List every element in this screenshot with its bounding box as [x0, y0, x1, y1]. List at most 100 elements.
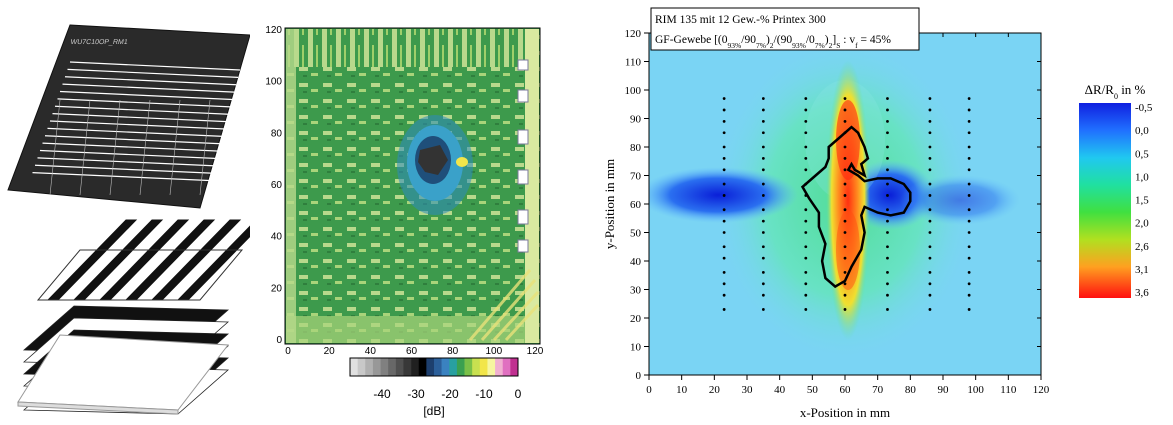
- x-tick-label: 110: [1000, 384, 1017, 396]
- y-tick-label: 10: [630, 342, 642, 354]
- x-axis: 0 10 20 30 40 50 60 70 80 90 100 110 120: [646, 33, 1050, 396]
- measurement-point: [843, 245, 847, 249]
- cscan-colorbar-cell: [441, 358, 450, 376]
- y-tick-label: 40: [630, 256, 642, 268]
- title-part: /90: [741, 34, 756, 46]
- measurement-point: [967, 157, 971, 160]
- measurement-point: [928, 256, 932, 260]
- cscan-colorbar-tick: -40: [373, 387, 391, 401]
- measurement-point: [886, 282, 889, 286]
- measurement-point: [722, 256, 726, 260]
- cscan-colorbar-cell: [449, 358, 458, 376]
- measurement-point: [761, 194, 765, 197]
- cscan-left-band: [286, 29, 296, 343]
- y-tick-label: 120: [625, 28, 642, 40]
- measurement-point: [843, 271, 847, 274]
- electrode-line: [139, 99, 151, 196]
- measurement-point: [967, 245, 971, 249]
- measurement-point: [722, 208, 726, 212]
- cscan-colorbar-cell: [456, 358, 465, 376]
- measurement-point: [967, 293, 971, 297]
- measurement-point: [804, 308, 808, 311]
- resistance-heatmap: 0 10 20 30 40 50 60 70 80 90 100 110 120 0 10 20 30 40 50…: [602, 7, 1050, 420]
- cscan-colorbar-cell: [434, 358, 442, 376]
- measurement-point: [886, 194, 889, 197]
- measurement-point: [886, 131, 889, 135]
- measurement-point: [967, 168, 971, 172]
- electrode-line: [109, 99, 121, 196]
- cscan-y-axis: 0 20 40 60 80 100 120: [265, 25, 282, 346]
- measurement-point: [886, 208, 889, 212]
- measurement-point: [967, 256, 971, 260]
- measurement-point: [886, 182, 889, 186]
- electrode-line: [49, 99, 61, 196]
- top-sample-plate: [7, 24, 250, 209]
- measurement-point: [928, 157, 932, 160]
- measurement-point: [928, 245, 932, 249]
- electrode-line: [67, 68, 239, 78]
- cscan-colorbar-tick: -10: [475, 387, 493, 401]
- measurement-point: [928, 97, 932, 100]
- measurement-point: [928, 271, 932, 274]
- electrode-line: [34, 164, 214, 174]
- measurement-point: [843, 256, 847, 260]
- measurement-point: [886, 256, 889, 260]
- cscan-colorbar-cell: [472, 358, 481, 376]
- y-tick-label: 60: [630, 199, 642, 211]
- measurement-point: [804, 231, 808, 234]
- measurement-point: [843, 308, 847, 311]
- measurement-point: [886, 108, 889, 112]
- y-axis-label: y-Position in mm: [602, 159, 617, 249]
- chart-title-line1: RIM 135 mit 12 Gew.-% Printex 300: [655, 14, 826, 26]
- measurement-point: [886, 145, 889, 149]
- measurement-point: [804, 131, 808, 135]
- measurement-point: [761, 245, 765, 249]
- cscan-x-tick: 20: [324, 346, 336, 357]
- measurement-point: [967, 131, 971, 135]
- measurement-point: [761, 168, 765, 172]
- measurement-point: [928, 194, 932, 197]
- measurement-points: [722, 97, 971, 311]
- damage-core: [418, 145, 448, 175]
- title-part: /0: [806, 34, 815, 46]
- measurement-point: [722, 157, 726, 160]
- x-axis-label: x-Position in mm: [800, 405, 890, 420]
- y-tick-label: 50: [630, 228, 642, 240]
- electrode-line: [44, 135, 222, 145]
- cscan-right-band: [525, 29, 539, 343]
- cscan-y-tick: 0: [276, 335, 282, 346]
- measurement-point: [722, 119, 726, 123]
- measurement-point: [967, 231, 971, 234]
- measurement-point: [722, 145, 726, 149]
- cscan-x-axis: 0 20 40 60 80 100 120: [285, 346, 544, 357]
- measurement-point: [928, 231, 932, 234]
- measurement-point: [886, 168, 889, 172]
- measurement-point: [722, 271, 726, 274]
- cscan-y-tick: 40: [271, 232, 283, 243]
- electrode-line: [42, 142, 220, 152]
- measurement-point: [843, 231, 847, 234]
- electrode-line: [54, 105, 229, 115]
- electrode-line: [49, 120, 226, 130]
- cscan-colorbar-cell: [487, 358, 496, 376]
- y-tick-label: 20: [630, 313, 642, 325]
- y-tick-label: 70: [630, 171, 642, 183]
- title-part: GF-Gewebe [(0: [655, 34, 728, 46]
- measurement-point: [761, 219, 765, 223]
- measurement-point: [843, 119, 847, 123]
- measurement-point: [843, 157, 847, 160]
- title-part: ]: [832, 34, 836, 46]
- legend-tick-label: 1,0: [1135, 171, 1149, 183]
- measurement-point: [804, 157, 808, 160]
- cscan-colorbar-cell: [411, 358, 420, 376]
- cscan-colorbar: [349, 357, 519, 377]
- title-part: 2: [829, 41, 833, 50]
- legend-tick-label: -0,5: [1135, 102, 1153, 114]
- x-tick-label: 40: [774, 384, 786, 396]
- measurement-point: [804, 256, 808, 260]
- measurement-point: [967, 145, 971, 149]
- measurement-point: [722, 219, 726, 223]
- laminate-stack-illustration: WU7C10OP_RM1: [7, 24, 250, 415]
- x-tick-label: 70: [872, 384, 884, 396]
- title-part: ): [825, 34, 829, 46]
